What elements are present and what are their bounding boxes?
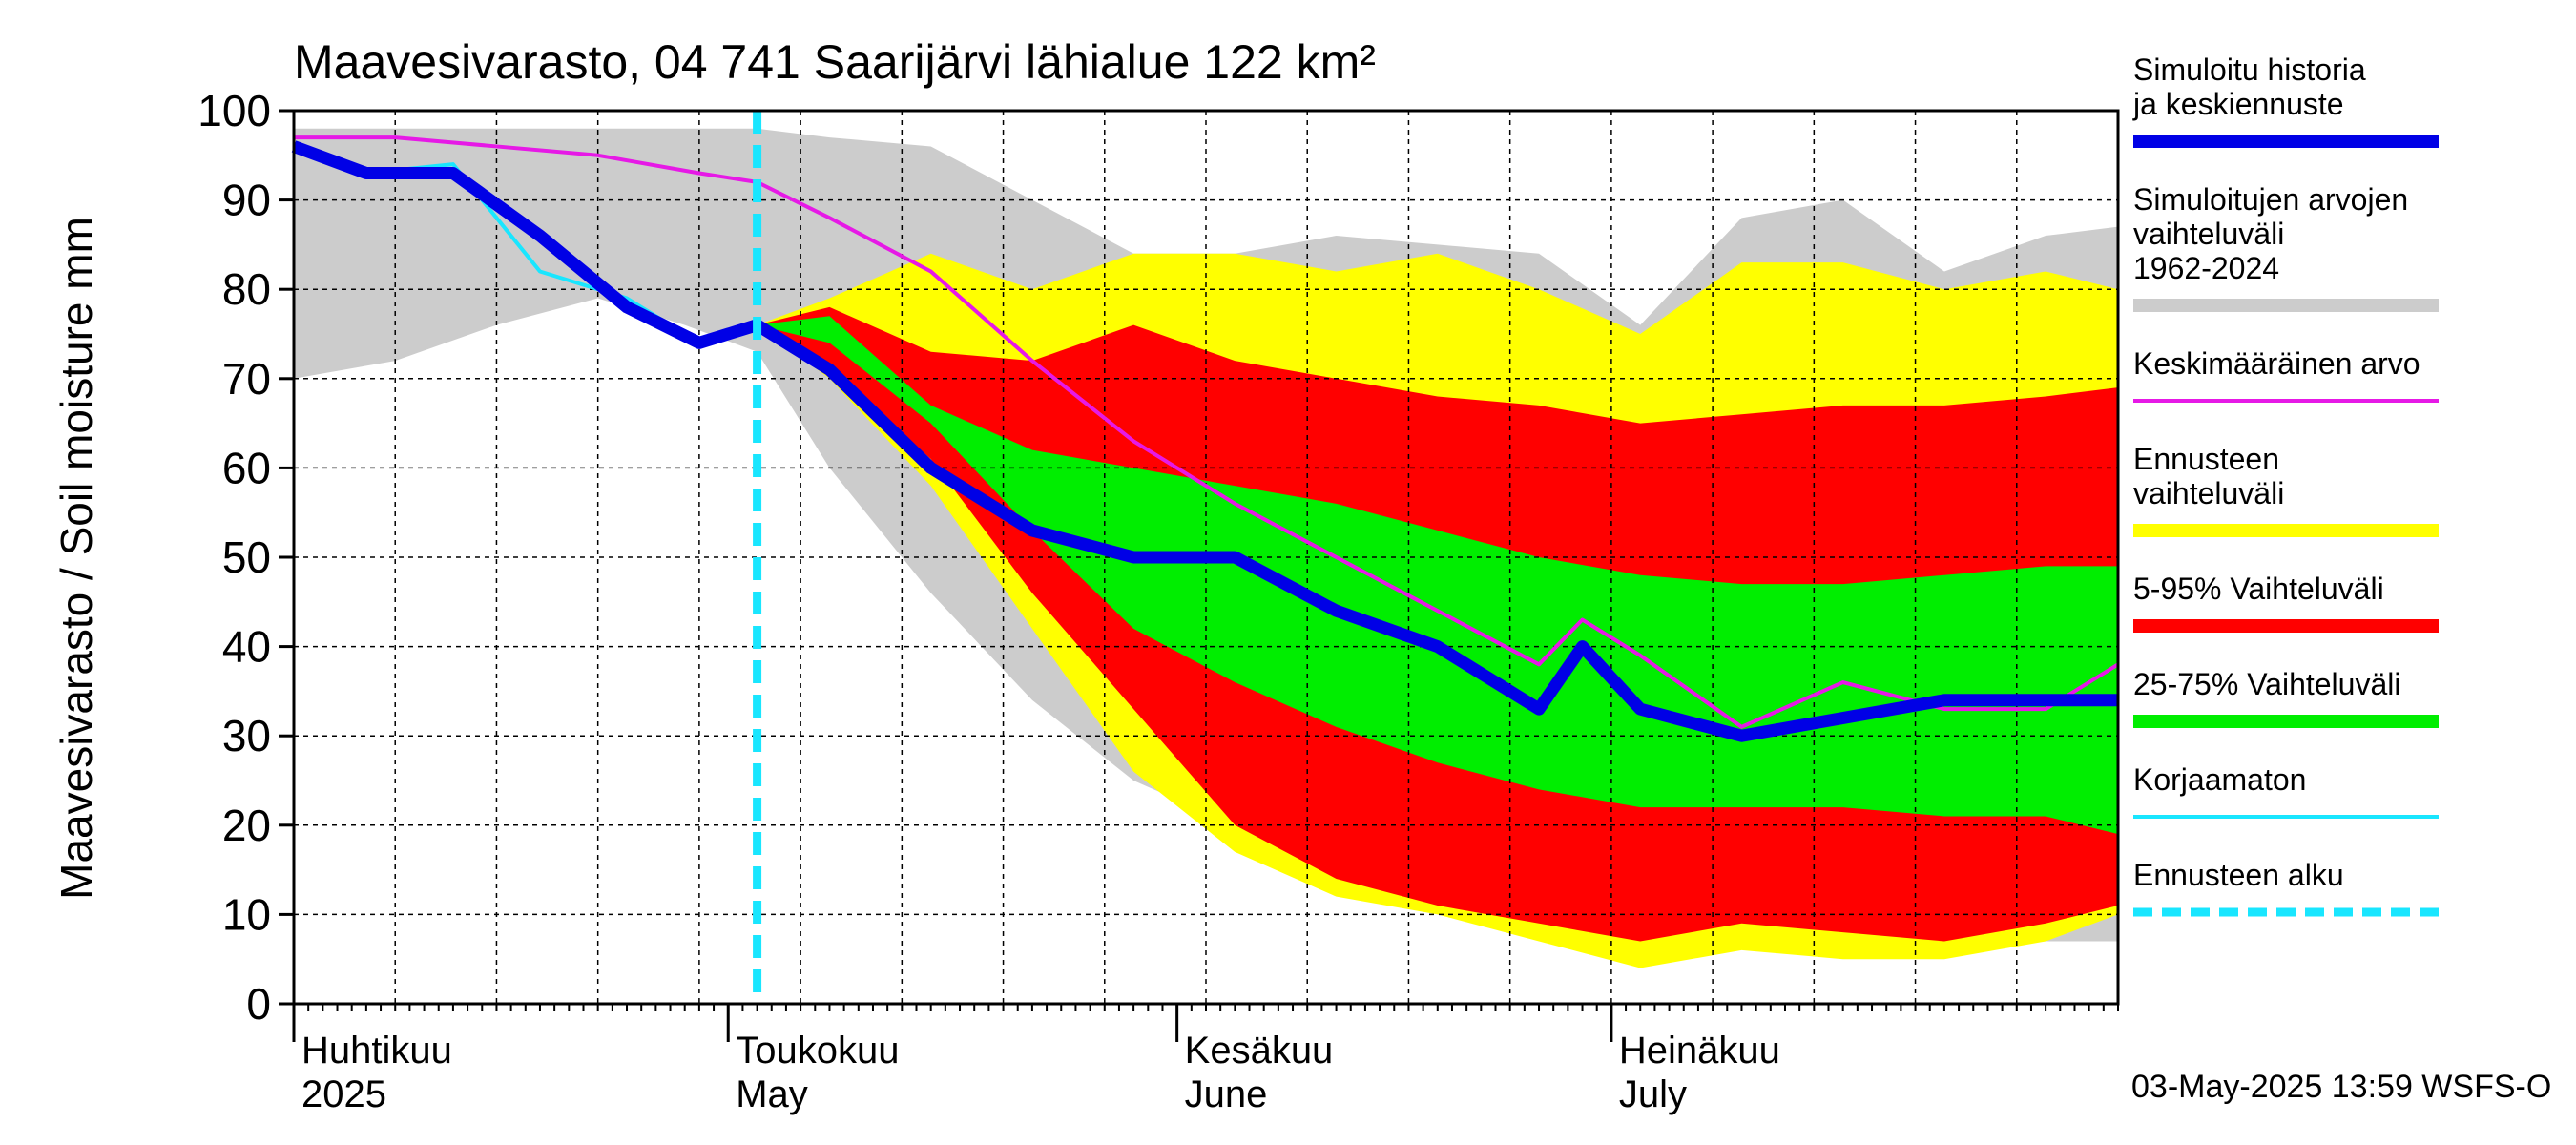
x-month-label: Toukokuu <box>736 1030 899 1072</box>
x-month-sublabel: May <box>736 1073 808 1115</box>
legend-label: vaihteluväli <box>2133 217 2284 251</box>
y-tick-label: 40 <box>222 622 271 672</box>
x-month-label: Kesäkuu <box>1185 1030 1334 1072</box>
x-month-sublabel: June <box>1185 1073 1268 1115</box>
legend-label: Korjaamaton <box>2133 762 2306 797</box>
legend-label: 25-75% Vaihteluväli <box>2133 667 2400 701</box>
x-month-sublabel: July <box>1619 1073 1687 1115</box>
grid-lines <box>293 111 2119 1004</box>
band-25-75-vaihteluv-li <box>757 316 2118 835</box>
y-tick-label: 90 <box>222 176 271 225</box>
y-tick-label: 30 <box>222 711 271 760</box>
y-axis: 0 10 20 30 40 50 60 70 80 90 100 <box>197 86 294 1029</box>
legend-label: Ennusteen alku <box>2133 858 2344 892</box>
series-lines <box>291 135 2120 742</box>
y-tick-label: 70 <box>222 354 271 404</box>
y-tick-label: 50 <box>222 532 271 582</box>
legend-label: 1962-2024 <box>2133 251 2279 285</box>
legend-label: Ennusteen <box>2133 442 2279 476</box>
legend-label: Simuloitu historia <box>2133 52 2366 87</box>
x-month-label: Huhtikuu <box>301 1030 452 1072</box>
legend-label: ja keskiennuste <box>2132 87 2344 121</box>
legend-label: Simuloitujen arvojen <box>2133 182 2408 217</box>
y-axis-label: Maavesivarasto / Soil moisture mm <box>52 217 101 900</box>
x-month-sublabel: 2025 <box>301 1073 386 1115</box>
footer-timestamp: 03-May-2025 13:59 WSFS-O <box>2131 1069 2551 1105</box>
y-tick-label: 0 <box>246 979 271 1029</box>
plot-area <box>291 109 2120 1006</box>
y-tick-label: 80 <box>222 264 271 314</box>
y-tick-label: 60 <box>222 443 271 492</box>
y-tick-label: 20 <box>222 801 271 850</box>
y-tick-label: 100 <box>197 86 271 135</box>
legend-label: vaihteluväli <box>2133 476 2284 510</box>
x-month-label: Heinäkuu <box>1619 1030 1780 1072</box>
line-simuloitu-historia-ja-keskiennuste <box>291 140 2118 742</box>
chart-title: Maavesivarasto, 04 741 Saarijärvi lähial… <box>294 35 1376 89</box>
y-tick-label: 10 <box>222 889 271 939</box>
legend-label: Keskimääräinen arvo <box>2133 346 2420 381</box>
legend-label: 5-95% Vaihteluväli <box>2133 572 2384 606</box>
line-keskim-r-inen-arvo <box>294 135 2120 729</box>
